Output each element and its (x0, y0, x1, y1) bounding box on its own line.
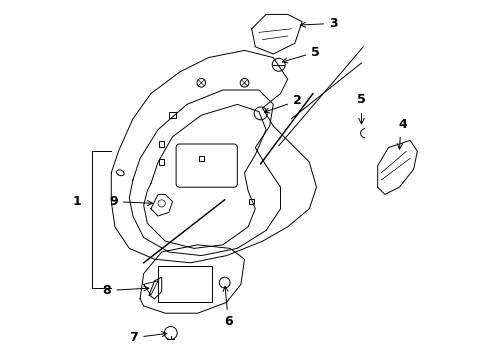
Text: 5: 5 (357, 93, 366, 106)
Text: 2: 2 (264, 94, 301, 113)
Bar (158, 266, 212, 302)
Text: 8: 8 (102, 284, 148, 297)
Bar (198, 156, 203, 161)
Bar (159, 141, 164, 147)
Bar (169, 112, 175, 118)
Text: 5: 5 (282, 46, 319, 63)
Text: 3: 3 (300, 17, 337, 30)
Text: 9: 9 (109, 195, 152, 208)
Bar (159, 159, 164, 165)
Text: 1: 1 (73, 195, 81, 208)
Text: 4: 4 (398, 118, 407, 131)
Text: 6: 6 (223, 287, 232, 328)
Bar (248, 199, 254, 204)
Text: 7: 7 (129, 331, 166, 344)
